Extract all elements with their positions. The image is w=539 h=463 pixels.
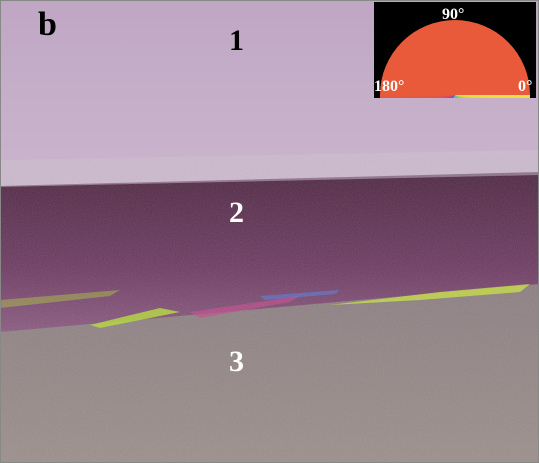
color-wheel-inset: 90° 180° 0° [374, 2, 536, 98]
page: b 1 2 3 90° 180° 0° (() => { const data … [0, 0, 539, 463]
region-label: 1 [229, 24, 244, 58]
region-label: 2 [229, 196, 244, 230]
panel-label: b [38, 6, 57, 44]
region-label: 3 [229, 345, 244, 379]
angle-label: 90° [442, 6, 464, 24]
angle-label: 0° [518, 78, 532, 96]
angle-label: 180° [374, 78, 404, 96]
